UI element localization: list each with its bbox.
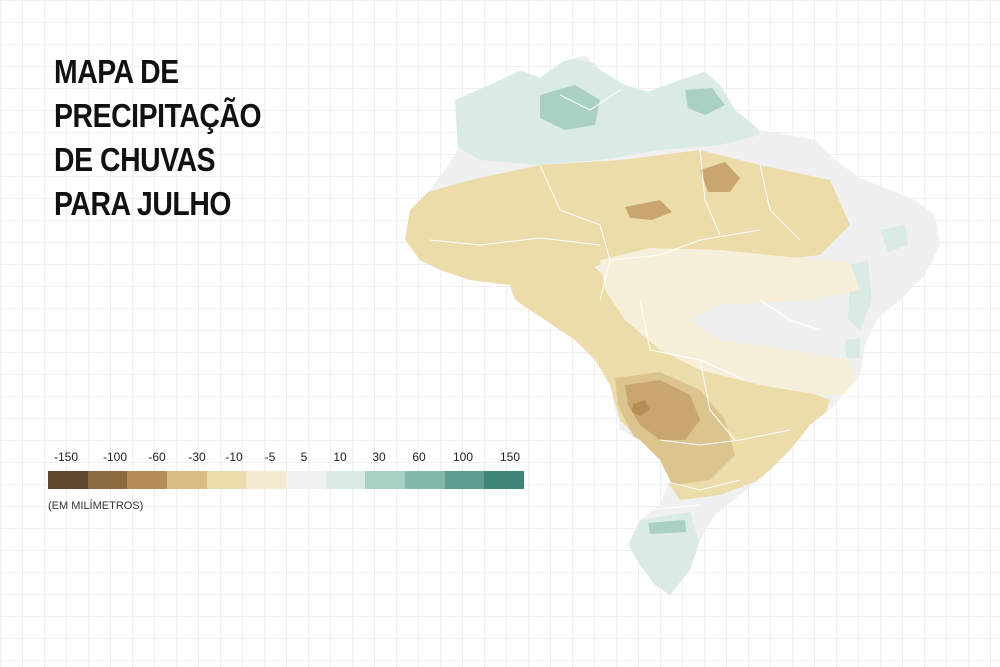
- legend-swatch: [405, 471, 445, 489]
- legend-label: -30: [188, 450, 206, 464]
- zone-north-wet-mid-2: [685, 88, 725, 115]
- legend-label: 150: [499, 450, 521, 464]
- state-borders: [429, 89, 821, 511]
- precipitation-zones: [405, 55, 908, 595]
- state-border: [699, 149, 721, 236]
- zone-dry-very-light-band: [600, 248, 860, 395]
- zone-dry-darkest: [632, 400, 650, 416]
- legend-labels: -150 -100 -60 -30 -10 -5 5 10 30 60 100 …: [48, 450, 524, 468]
- zone-south-wet-mid: [648, 520, 686, 534]
- legend-swatch: [206, 471, 247, 489]
- legend-swatch: [127, 471, 168, 489]
- legend-label: -60: [148, 450, 166, 464]
- legend-swatch: [325, 471, 366, 489]
- state-border: [539, 164, 611, 301]
- legend-swatch: [484, 471, 525, 489]
- state-border: [609, 229, 761, 261]
- legend-label: -10: [225, 450, 243, 464]
- legend-label: -150: [53, 450, 79, 464]
- state-border: [429, 237, 601, 246]
- title-line-2: PRECIPITAÇÃO: [54, 97, 262, 134]
- state-border: [699, 359, 736, 441]
- state-border: [659, 479, 741, 491]
- title-line-1: MAPA DE: [54, 53, 179, 90]
- state-border: [559, 89, 621, 111]
- zone-east-wet-dot: [845, 338, 860, 358]
- legend-label: -5: [264, 450, 276, 464]
- legend-color-scale: [48, 471, 525, 489]
- map-title: MAPA DE PRECIPITAÇÃO DE CHUVAS PARA JULH…: [54, 50, 278, 226]
- legend-swatch: [444, 471, 485, 489]
- zone-northeast-wet-dot: [880, 225, 908, 252]
- legend-swatch: [167, 471, 207, 489]
- zone-dry-strong-north: [700, 162, 740, 192]
- legend-unit: (EM MILÍMETROS): [48, 500, 144, 512]
- legend-swatch: [87, 471, 128, 489]
- zone-north-wet: [440, 55, 760, 165]
- legend-label: -100: [102, 450, 128, 464]
- state-border: [649, 504, 701, 511]
- legend-label: 5: [300, 450, 308, 464]
- state-border: [759, 164, 801, 241]
- title-line-4: PARA JULHO: [54, 185, 232, 222]
- legend-swatch: [48, 471, 88, 489]
- zone-dry-strong: [625, 380, 700, 440]
- zone-north-wet-mid: [540, 85, 600, 130]
- title-line-3: DE CHUVAS: [54, 141, 216, 178]
- legend-label: 10: [333, 450, 347, 464]
- legend-swatch: [286, 471, 326, 489]
- legend: -150 -100 -60 -30 -10 -5 5 10 30 60 100 …: [48, 450, 525, 489]
- state-border: [639, 299, 746, 381]
- legend-label: 60: [412, 450, 426, 464]
- zone-dry-strong-north-2: [625, 200, 672, 220]
- legend-label: 100: [452, 450, 474, 464]
- legend-swatch: [365, 471, 406, 489]
- legend-label: 30: [372, 450, 386, 464]
- legend-swatch: [246, 471, 287, 489]
- state-border: [759, 299, 821, 331]
- state-border: [659, 429, 791, 446]
